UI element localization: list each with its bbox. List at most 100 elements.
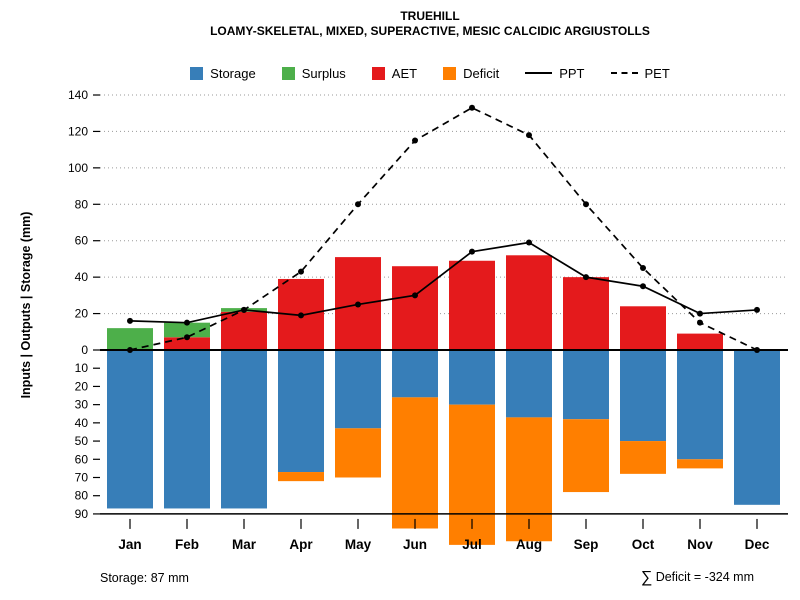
storage-note: Storage: 87 mm: [100, 571, 189, 585]
pet-point-aug: [526, 132, 532, 139]
ppt-point-apr: [298, 312, 304, 319]
legend-label-ppt: PPT: [559, 65, 585, 81]
bar-storage-mar: [221, 350, 267, 509]
bar-aet-jul: [449, 260, 495, 350]
month-label-oct: Oct: [632, 537, 655, 552]
y-tick-label-bottom-70: 70: [75, 470, 89, 484]
month-label-apr: Apr: [289, 537, 313, 552]
sigma-symbol: ∑: [640, 569, 653, 586]
pet-point-feb: [184, 334, 190, 341]
storage-swatch-icon: [190, 66, 204, 80]
y-tick-label-top-60: 60: [75, 234, 89, 248]
ppt-swatch-icon: [525, 72, 553, 74]
bar-storage-aug: [506, 350, 552, 418]
bar-aet-jun: [392, 266, 438, 350]
y-axis-title: Inputs | Outputs | Storage (mm): [19, 212, 33, 399]
ppt-point-nov: [697, 310, 703, 317]
bar-deficit-jun: [392, 397, 438, 529]
bar-deficit-may: [335, 428, 381, 478]
ppt-point-may: [355, 301, 361, 308]
month-label-feb: Feb: [175, 537, 199, 552]
month-label-dec: Dec: [745, 537, 770, 552]
aet-swatch-icon: [371, 66, 385, 80]
bar-deficit-nov: [677, 459, 723, 469]
legend-label-aet: AET: [391, 65, 418, 81]
bar-aet-nov: [677, 333, 723, 350]
month-label-aug: Aug: [516, 537, 542, 552]
pet-point-oct: [640, 265, 646, 272]
y-tick-label-bottom-90: 90: [75, 507, 89, 521]
deficit-swatch-icon: [443, 66, 457, 80]
legend-item-pet: PET: [610, 65, 670, 81]
bar-aet-oct: [620, 306, 666, 350]
bar-aet-aug: [506, 255, 552, 350]
bar-storage-jan: [107, 350, 153, 509]
month-label-jun: Jun: [403, 537, 427, 552]
y-tick-label-bottom-20: 20: [75, 379, 89, 393]
ppt-point-feb: [184, 319, 190, 326]
pet-point-jan: [127, 347, 133, 353]
deficit-note: ∑ Deficit = -324 mm: [641, 569, 754, 587]
bar-aet-feb: [164, 337, 210, 350]
bar-storage-jun: [392, 350, 438, 398]
y-tick-label-bottom-30: 30: [75, 398, 89, 412]
bar-surplus-jan: [107, 328, 153, 350]
ppt-point-aug: [526, 239, 532, 246]
pet-point-apr: [298, 268, 304, 275]
bar-storage-nov: [677, 350, 723, 460]
ppt-point-mar: [241, 306, 247, 313]
y-tick-label-bottom-10: 10: [75, 361, 89, 375]
y-tick-label-bottom-60: 60: [75, 452, 89, 466]
pet-point-may: [355, 201, 361, 208]
chart-header: TRUEHILL LOAMY-SKELETAL, MIXED, SUPERACT…: [70, 9, 790, 39]
bar-storage-apr: [278, 350, 324, 473]
pet-point-dec: [754, 347, 760, 353]
pet-swatch-icon: [610, 72, 638, 74]
y-tick-label-bottom-50: 50: [75, 434, 89, 448]
pet-point-sep: [583, 201, 589, 208]
ppt-point-jul: [469, 248, 475, 255]
chart-subtitle: LOAMY-SKELETAL, MIXED, SUPERACTIVE, MESI…: [210, 24, 650, 38]
pet-point-jul: [469, 104, 475, 111]
bar-aet-sep: [563, 277, 609, 350]
bar-storage-sep: [563, 350, 609, 420]
legend-item-ppt: PPT: [525, 65, 585, 81]
legend-item-deficit: Deficit: [443, 66, 499, 81]
bar-storage-jul: [449, 350, 495, 405]
bar-surplus-feb: [164, 322, 210, 338]
pet-point-jun: [412, 137, 418, 144]
month-label-mar: Mar: [232, 537, 257, 552]
surplus-swatch-icon: [281, 66, 295, 80]
legend-label-storage: Storage: [210, 65, 256, 81]
deficit-note-text: Deficit = -324 mm: [652, 570, 754, 584]
y-tick-label-top-120: 120: [68, 124, 88, 138]
bar-storage-oct: [620, 350, 666, 442]
month-label-jul: Jul: [462, 537, 482, 552]
y-tick-label-bottom-40: 40: [75, 416, 89, 430]
month-label-may: May: [345, 537, 372, 552]
bar-aet-mar: [221, 311, 267, 350]
bar-storage-feb: [164, 350, 210, 509]
legend-item-storage: Storage: [190, 66, 256, 81]
y-tick-label-top-0: 0: [81, 343, 88, 357]
y-tick-label-top-140: 140: [68, 88, 88, 102]
ppt-line: [129, 241, 758, 324]
month-label-nov: Nov: [687, 537, 713, 552]
legend-item-surplus: Surplus: [281, 66, 346, 81]
ppt-point-oct: [640, 283, 646, 290]
legend-label-pet: PET: [644, 65, 670, 81]
legend-label-deficit: Deficit: [463, 65, 500, 81]
bar-deficit-apr: [278, 472, 324, 482]
bar-deficit-sep: [563, 419, 609, 493]
y-tick-label-bottom-80: 80: [75, 489, 89, 503]
month-label-sep: Sep: [574, 537, 599, 552]
month-label-jan: Jan: [118, 537, 141, 552]
ppt-point-dec: [754, 306, 760, 313]
y-tick-label-top-40: 40: [75, 270, 89, 284]
chart-title: TRUEHILL: [400, 9, 460, 23]
bar-deficit-oct: [620, 441, 666, 474]
pet-line: [129, 106, 758, 351]
ppt-point-jun: [412, 292, 418, 299]
